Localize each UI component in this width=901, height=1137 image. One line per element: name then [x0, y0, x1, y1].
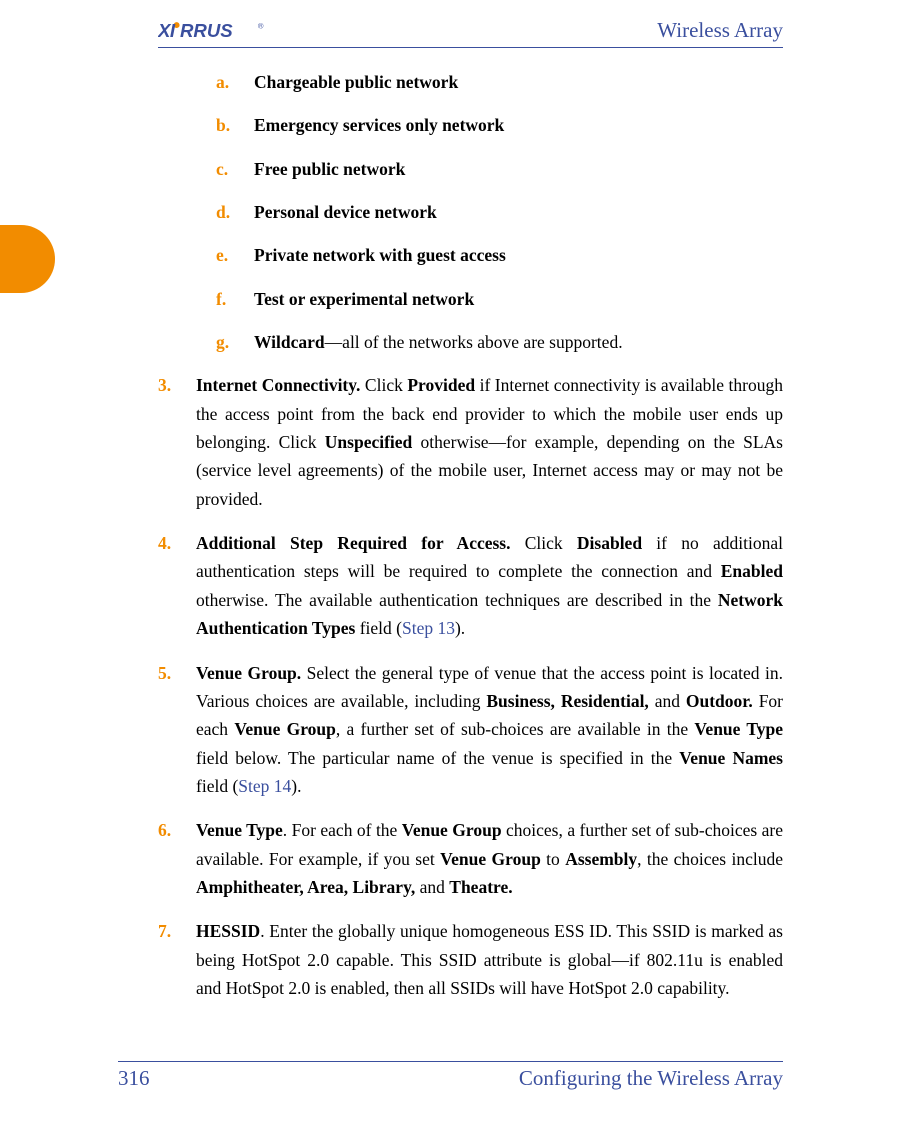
- step-item: 4.Additional Step Required for Access. C…: [158, 529, 783, 642]
- brand-logo: X RRUS ® I: [158, 20, 285, 42]
- step-link[interactable]: Step 13: [402, 618, 455, 638]
- page-content: a.Chargeable public networkb.Emergency s…: [158, 68, 783, 1018]
- step-marker: 7.: [158, 917, 196, 1002]
- sublist-text: Test or experimental network: [254, 285, 474, 313]
- step-body: HESSID. Enter the globally unique homoge…: [196, 917, 783, 1002]
- sublist-marker: c.: [216, 155, 254, 183]
- sublist-item: g.Wildcard—all of the networks above are…: [216, 328, 783, 356]
- sublist-marker: g.: [216, 328, 254, 356]
- side-tab-marker: [0, 225, 55, 293]
- step-link[interactable]: Step 14: [238, 776, 291, 796]
- step-item: 6.Venue Type. For each of the Venue Grou…: [158, 816, 783, 901]
- step-body: Venue Type. For each of the Venue Group …: [196, 816, 783, 901]
- sublist-item: b.Emergency services only network: [216, 111, 783, 139]
- step-marker: 3.: [158, 371, 196, 513]
- sublist-marker: a.: [216, 68, 254, 96]
- page-footer: 316 Configuring the Wireless Array: [118, 1061, 783, 1091]
- sublist-text: Emergency services only network: [254, 111, 504, 139]
- sublist-marker: e.: [216, 241, 254, 269]
- step-body: Additional Step Required for Access. Cli…: [196, 529, 783, 642]
- step-marker: 4.: [158, 529, 196, 642]
- step-item: 3.Internet Connectivity. Click Provided …: [158, 371, 783, 513]
- sublist-item: f.Test or experimental network: [216, 285, 783, 313]
- sublist-item: d.Personal device network: [216, 198, 783, 226]
- sublist-text: Chargeable public network: [254, 68, 458, 96]
- step-body: Internet Connectivity. Click Provided if…: [196, 371, 783, 513]
- footer-title: Configuring the Wireless Array: [519, 1066, 783, 1091]
- page-number: 316: [118, 1066, 150, 1091]
- step-marker: 6.: [158, 816, 196, 901]
- header-title: Wireless Array: [657, 18, 783, 43]
- svg-text:®: ®: [258, 21, 264, 30]
- xirrus-logo-icon: X RRUS ® I: [158, 20, 285, 42]
- network-type-sublist: a.Chargeable public networkb.Emergency s…: [216, 68, 783, 356]
- sublist-marker: f.: [216, 285, 254, 313]
- step-marker: 5.: [158, 659, 196, 801]
- page-header: X RRUS ® I Wireless Array: [158, 18, 783, 48]
- sublist-text: Free public network: [254, 155, 405, 183]
- step-body: Venue Group. Select the general type of …: [196, 659, 783, 801]
- sublist-item: c.Free public network: [216, 155, 783, 183]
- step-item: 5.Venue Group. Select the general type o…: [158, 659, 783, 801]
- svg-text:RRUS: RRUS: [180, 20, 233, 41]
- sublist-item: e.Private network with guest access: [216, 241, 783, 269]
- sublist-marker: b.: [216, 111, 254, 139]
- sublist-text: Personal device network: [254, 198, 437, 226]
- sublist-item: a.Chargeable public network: [216, 68, 783, 96]
- svg-text:I: I: [170, 20, 176, 41]
- sublist-text: Wildcard—all of the networks above are s…: [254, 328, 623, 356]
- step-item: 7.HESSID. Enter the globally unique homo…: [158, 917, 783, 1002]
- numbered-steps-list: 3.Internet Connectivity. Click Provided …: [158, 371, 783, 1002]
- sublist-marker: d.: [216, 198, 254, 226]
- sublist-text: Private network with guest access: [254, 241, 506, 269]
